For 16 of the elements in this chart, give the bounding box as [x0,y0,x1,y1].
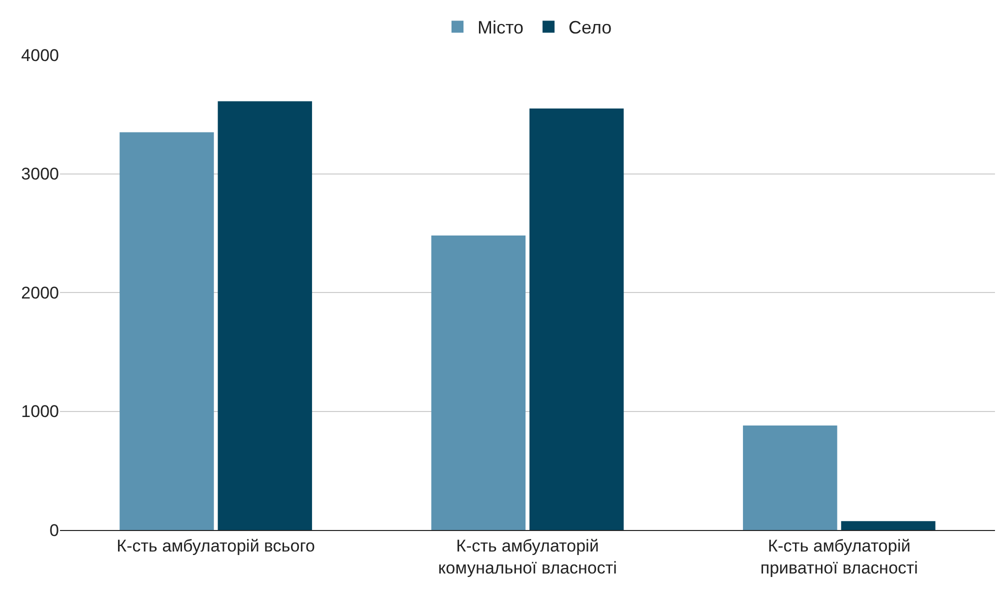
y-tick-label: 4000 [21,46,59,65]
x-tick-label: К-сть амбулаторій приватної власності [760,536,918,578]
bar [742,426,838,530]
bar [218,101,312,530]
bar [529,108,624,530]
y-tick-label: 3000 [21,164,59,184]
y-tick-label: 2000 [21,283,59,302]
legend-label: Місто [478,18,524,38]
x-tick-label: К-сть амбулаторій комунальної власності [438,536,617,578]
legend-label: Село [568,18,612,38]
bar [841,521,936,530]
y-tick-label: 0 [50,520,59,540]
y-tick-label: 1000 [21,402,59,422]
x-tick-label: К-сть амбулаторій всього [116,536,315,556]
bar [431,236,526,530]
bar [120,132,214,530]
